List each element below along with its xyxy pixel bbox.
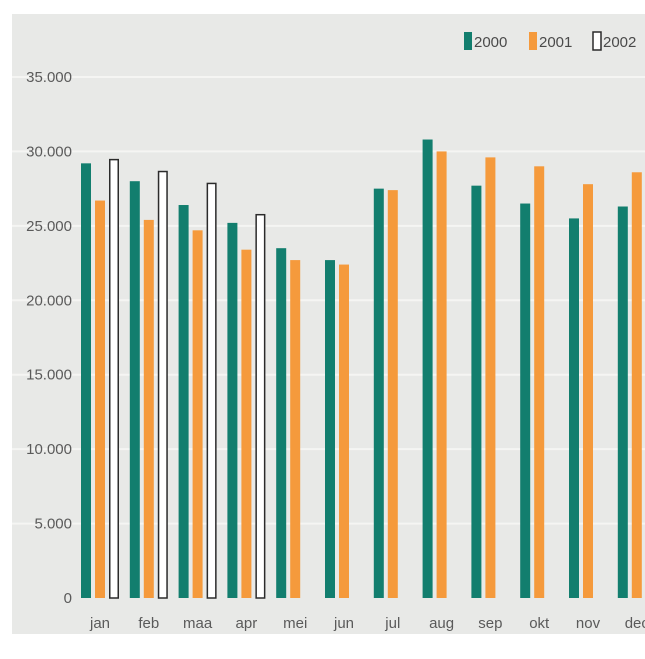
bar-2000-nov <box>569 218 579 598</box>
x-tick-label: jan <box>89 615 110 632</box>
y-tick-label: 35.000 <box>26 69 72 86</box>
bar-2001-jan <box>95 200 105 598</box>
bar-2002-apr <box>255 213 266 599</box>
bar-2002-feb <box>157 170 168 599</box>
legend-swatch-2000 <box>464 32 472 50</box>
bar-2000-apr <box>227 222 238 598</box>
y-tick-label: 20.000 <box>26 292 72 309</box>
bar-2001-jul <box>387 190 398 599</box>
bar-2000-maa <box>178 205 189 598</box>
legend-swatch-2002 <box>592 31 602 51</box>
y-tick-label: 0 <box>64 590 72 607</box>
y-tick-label: 15.000 <box>26 367 72 384</box>
bar-2001-nov <box>583 184 593 599</box>
y-tick-label: 25.000 <box>26 218 72 235</box>
x-tick-label: sep <box>478 615 502 632</box>
x-tick-label: jun <box>333 615 354 632</box>
bar-2000-feb <box>129 181 140 598</box>
legend-label-2002: 2002 <box>603 34 636 51</box>
x-tick-label: feb <box>138 615 159 632</box>
x-tick-label: apr <box>236 615 258 632</box>
bar-2000-jul <box>373 188 384 598</box>
bar-2001-feb <box>143 219 154 598</box>
bar-2001-dec <box>631 172 642 599</box>
bar-2002-maa <box>206 182 217 599</box>
bar-2001-aug <box>436 151 447 598</box>
bar-2001-maa <box>192 230 203 598</box>
legend-swatch-2001 <box>529 32 537 50</box>
x-tick-label: aug <box>429 615 454 632</box>
x-tick-label: okt <box>529 615 550 632</box>
bar-2000-jun <box>325 260 335 598</box>
bar-2001-apr <box>241 249 252 598</box>
y-tick-label: 5.000 <box>34 516 72 533</box>
legend-label-2001: 2001 <box>539 34 572 51</box>
y-tick-label: 30.000 <box>26 143 72 160</box>
x-tick-label: jul <box>384 615 400 632</box>
bar-2000-dec <box>617 206 628 598</box>
x-tick-label: dec <box>625 615 645 632</box>
bar-2001-mei <box>290 260 301 598</box>
bar-2001-okt <box>534 166 545 599</box>
x-tick-label: nov <box>576 615 601 632</box>
bar-2000-mei <box>276 248 287 598</box>
y-tick-label: 10.000 <box>26 441 72 458</box>
bar-2000-aug <box>422 139 433 598</box>
bar-2000-sep <box>471 185 482 598</box>
x-tick-label: maa <box>183 615 213 632</box>
bar-2000-okt <box>520 203 531 598</box>
bar-2001-sep <box>485 157 496 598</box>
bar-2002-jan <box>109 158 119 599</box>
bar-2000-jan <box>81 163 91 598</box>
x-tick-label: mei <box>283 615 307 632</box>
bar-2001-jun <box>339 264 349 598</box>
legend-label-2000: 2000 <box>474 34 507 51</box>
